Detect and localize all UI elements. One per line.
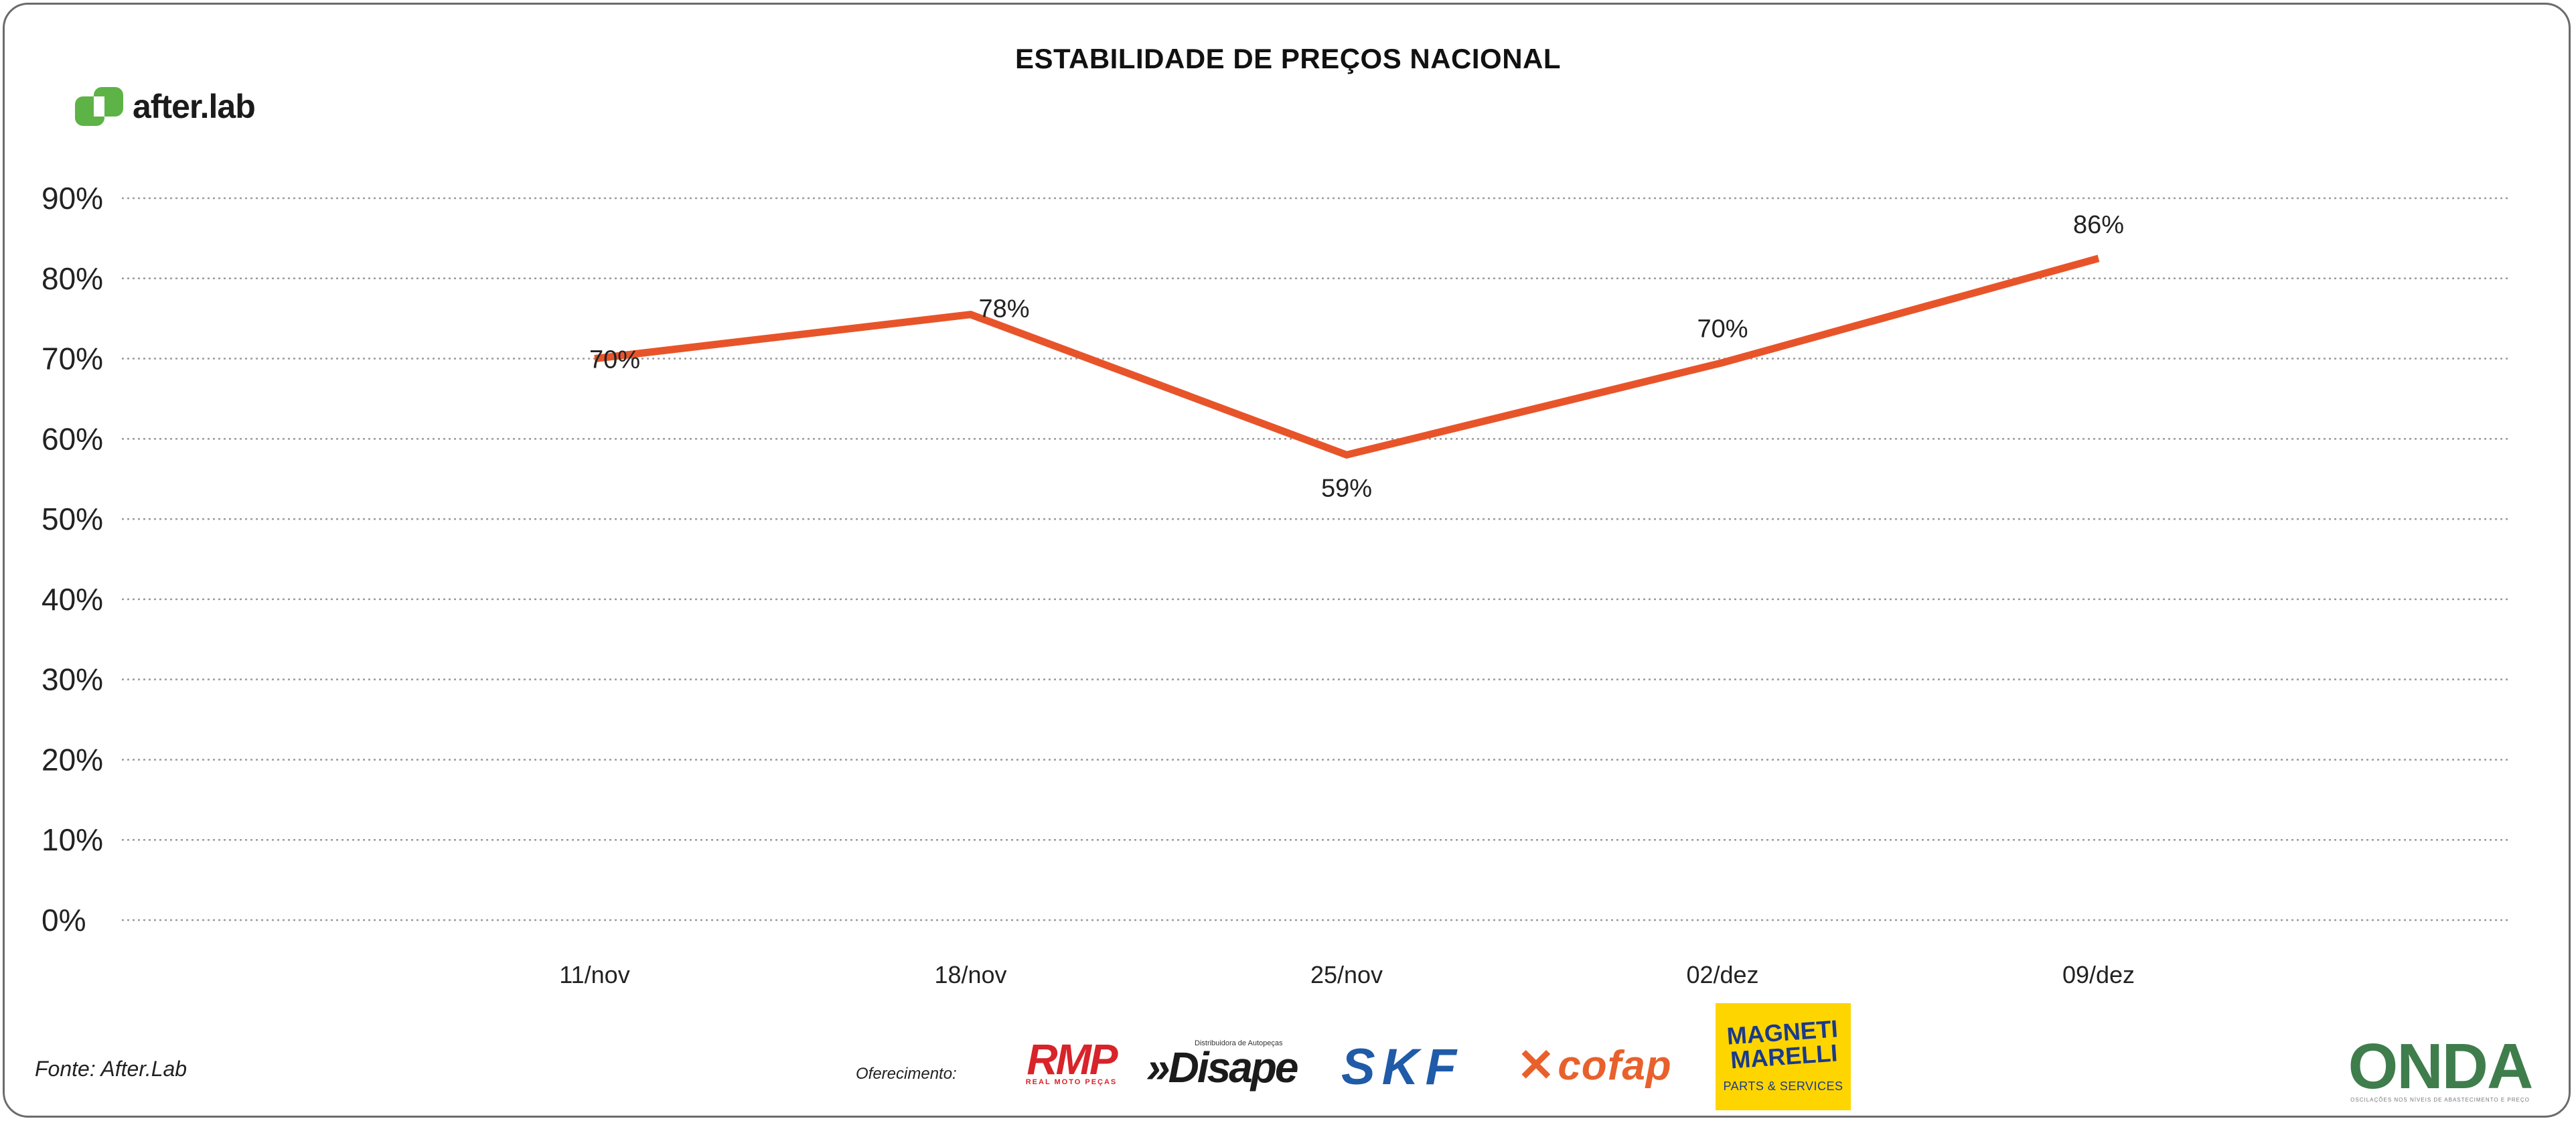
y-axis-ticks: 0% 10% 20% 30% 40% 50% 60% 70% 80% 90% — [42, 181, 103, 938]
y-tick-label: 90% — [42, 181, 103, 216]
x-tick-label: 02/dez — [1686, 961, 1758, 988]
data-label: 70% — [589, 346, 640, 374]
data-labels: 70% 78% 59% 70% 86% — [589, 211, 2124, 502]
y-tick-label: 30% — [42, 662, 103, 697]
y-tick-label: 80% — [42, 261, 103, 296]
magneti-marelli-wordmark: MAGNETI MARELLI — [1726, 1014, 1839, 1073]
x-tick-label: 11/nov — [559, 961, 629, 988]
y-tick-label: 70% — [42, 342, 103, 376]
rmp-wordmark: RMP — [1027, 1035, 1118, 1083]
afterlab-mark-icon — [75, 87, 123, 126]
y-tick-label: 10% — [42, 822, 103, 857]
y-tick-label: 20% — [42, 742, 103, 777]
afterlab-wordmark: after.lab — [133, 88, 256, 125]
cofap-logo: ✕ cofap — [1497, 1039, 1691, 1091]
x-tick-label: 18/nov — [934, 961, 1006, 988]
series-line-path — [594, 254, 2100, 459]
cofap-mark-icon: ✕ — [1517, 1039, 1556, 1091]
x-tick-label: 09/dez — [2062, 961, 2135, 988]
disape-tagline: Distribuidora de Autopeças — [1195, 1039, 1283, 1047]
x-tick-label: 25/nov — [1310, 961, 1383, 988]
data-label: 70% — [1697, 315, 1748, 344]
skf-wordmark: SKF — [1341, 1038, 1463, 1096]
sponsor-label: Oferecimento: — [856, 1065, 957, 1083]
y-tick-label: 0% — [42, 903, 86, 938]
y-tick-label: 50% — [42, 502, 103, 536]
y-tick-label: 60% — [42, 421, 103, 456]
onda-logo: ONDA OSCILAÇÕES NOS NÍVEIS DE ABASTECIME… — [2346, 1033, 2534, 1106]
data-label: 78% — [978, 295, 1029, 323]
data-label: 86% — [2073, 211, 2124, 239]
afterlab-logo: after.lab — [75, 87, 256, 126]
chart-frame — [3, 3, 2571, 1118]
skf-logo: SKF — [1316, 1039, 1488, 1096]
series-line — [594, 254, 2100, 459]
onda-tagline: OSCILAÇÕES NOS NÍVEIS DE ABASTECIMENTO E… — [2350, 1096, 2530, 1103]
y-tick-label: 40% — [42, 582, 103, 617]
disape-logo: Distribuidora de Autopeças »Disape — [1146, 1037, 1300, 1090]
grid-lines — [122, 197, 2510, 921]
onda-wordmark: ONDA — [2348, 1030, 2534, 1102]
rmp-tagline: REAL MOTO PEÇAS — [1025, 1078, 1118, 1086]
cofap-wordmark: cofap — [1558, 1042, 1672, 1089]
disape-wordmark: »Disape — [1146, 1043, 1298, 1092]
magneti-marelli-tagline: PARTS & SERVICES — [1723, 1079, 1843, 1093]
chart-title: ESTABILIDADE DE PREÇOS NACIONAL — [1014, 43, 1562, 74]
magneti-marelli-logo: MAGNETI MARELLI PARTS & SERVICES — [1716, 1003, 1851, 1110]
rmp-logo: RMP REAL MOTO PEÇAS — [1011, 1035, 1132, 1088]
data-label: 59% — [1321, 474, 1372, 502]
x-axis-ticks: 11/nov 18/nov 25/nov 02/dez 09/dez — [559, 961, 2135, 988]
source-note: Fonte: After.Lab — [35, 1057, 187, 1081]
